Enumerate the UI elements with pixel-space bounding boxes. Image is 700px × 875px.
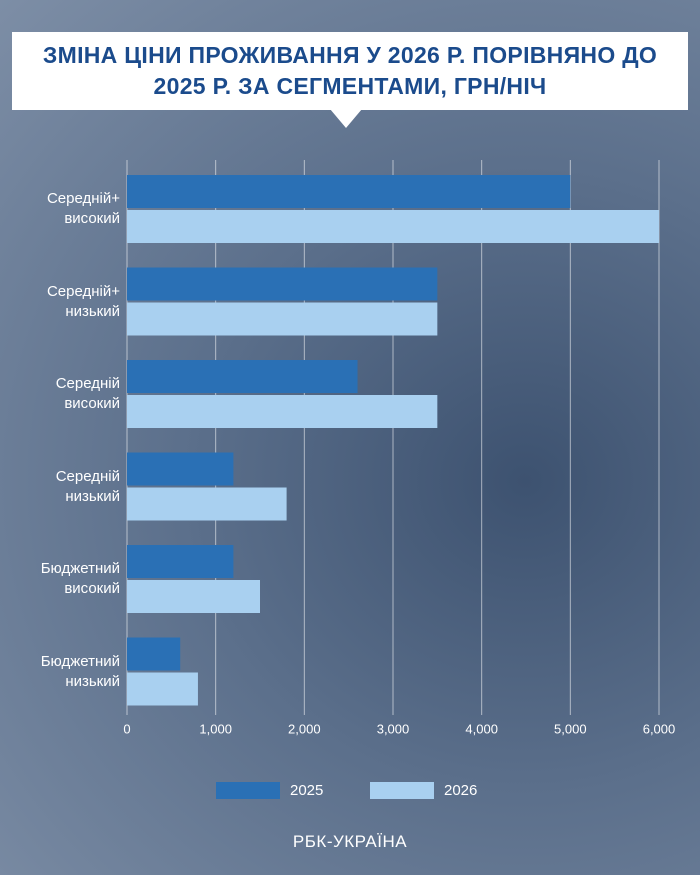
legend-swatch bbox=[216, 782, 280, 799]
x-tick-label: 6,000 bbox=[643, 721, 676, 736]
bar bbox=[127, 395, 438, 428]
y-tick-label: Середній високий bbox=[55, 375, 120, 412]
x-tick-label: 1,000 bbox=[199, 721, 232, 736]
bar bbox=[127, 452, 234, 486]
y-tick-label: Середній+ низький bbox=[46, 282, 120, 320]
title-pointer bbox=[330, 109, 362, 128]
x-tick-label: 5,000 bbox=[554, 721, 587, 736]
title-box: ЗМІНА ЦІНИ ПРОЖИВАННЯ У 2026 Р. ПОРІВНЯН… bbox=[12, 32, 688, 110]
brand: РБК-УКРАЇНА bbox=[292, 832, 408, 851]
y-tick-label: Середній низький bbox=[55, 467, 120, 505]
bar bbox=[127, 545, 234, 578]
bar bbox=[127, 302, 438, 336]
y-tick-label: Бюджетний високий bbox=[40, 560, 120, 597]
chart-title: ЗМІНА ЦІНИ ПРОЖИВАННЯ У 2026 Р. ПОРІВНЯН… bbox=[42, 42, 658, 99]
x-tick-label: 0 bbox=[123, 721, 130, 736]
y-tick-label: Середній+ високий bbox=[46, 190, 120, 227]
y-tick-label: Бюджетний низький bbox=[40, 652, 120, 690]
legend-label: 2026 bbox=[444, 782, 477, 799]
x-tick-label: 3,000 bbox=[377, 721, 410, 736]
bar bbox=[127, 267, 438, 301]
bar bbox=[127, 487, 287, 521]
bar bbox=[127, 210, 659, 243]
bar bbox=[127, 580, 260, 613]
bar bbox=[127, 672, 198, 706]
x-tick-label: 2,000 bbox=[288, 721, 321, 736]
x-tick-label: 4,000 bbox=[465, 721, 498, 736]
bar bbox=[127, 360, 358, 393]
legend-swatch bbox=[370, 782, 434, 799]
bar bbox=[127, 637, 181, 671]
bar bbox=[127, 175, 571, 208]
legend-label: 2025 bbox=[290, 782, 323, 799]
